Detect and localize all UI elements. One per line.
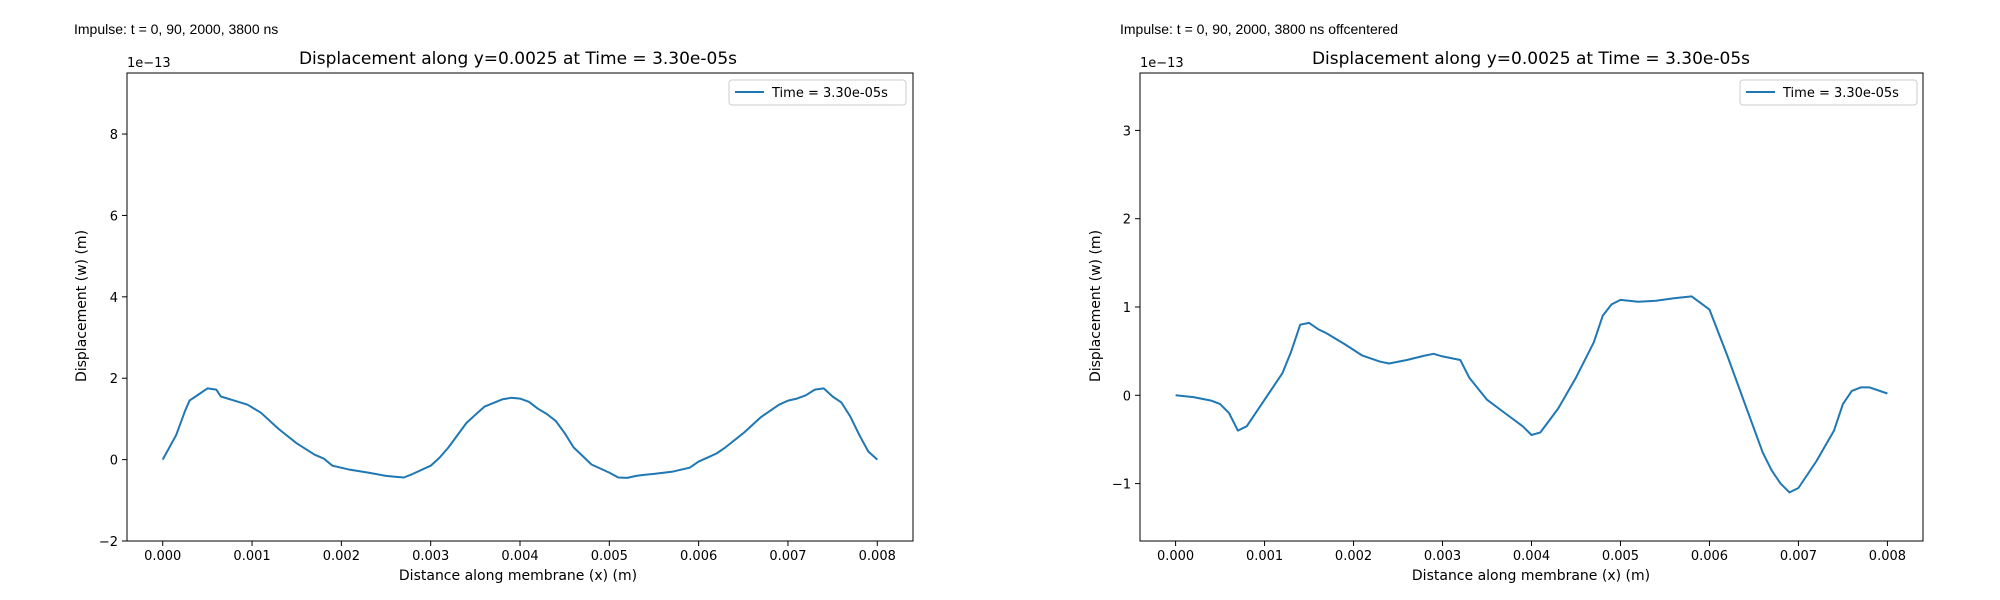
x-tick-label-left: 0.006	[680, 549, 717, 564]
offset-text-right: 1e−13	[1140, 56, 1184, 71]
x-tick-label-left: 0.001	[233, 549, 270, 564]
x-tick-label-right: 0.008	[1869, 549, 1906, 564]
y-tick-label-left: 4	[110, 291, 118, 306]
y-tick-label-right: 1	[1123, 301, 1131, 316]
y-tick-label-right: 0	[1123, 389, 1131, 404]
x-tick-label-left: 0.008	[859, 549, 896, 564]
offset-text-left: 1e−13	[127, 56, 171, 71]
data-line-left	[161, 387, 878, 479]
x-tick-label-right: 0.005	[1602, 549, 1639, 564]
legend-left: Time = 3.30e-05s	[728, 79, 907, 106]
x-tick-label-left: 0.005	[591, 549, 628, 564]
legend-right: Time = 3.30e-05s	[1739, 79, 1918, 106]
ticks-left: 0.000 0.001 0.002 0.003 0.004 0.005 0.006 0.007…	[99, 128, 896, 564]
plot-frame-right	[1139, 72, 1924, 542]
x-tick-label-right: 0.006	[1691, 549, 1728, 564]
x-tick-label-right: 0.000	[1157, 549, 1194, 564]
x-tick-label-left: 0.003	[412, 549, 449, 564]
legend-box-right	[1739, 79, 1918, 106]
x-tick-label-left: 0.007	[769, 549, 806, 564]
x-axis-label-left: Distance along membrane (x) (m)	[399, 568, 637, 584]
y-tick-label-right: 2	[1123, 213, 1131, 228]
x-tick-label-right: 0.007	[1780, 549, 1817, 564]
impulse-label-left: Impulse: t = 0, 90, 2000, 3800 ns	[74, 21, 278, 37]
x-tick-label-left: 0.004	[501, 549, 538, 564]
plot-left: Impulse: t = 0, 90, 2000, 3800 ns Displa…	[74, 21, 914, 584]
y-tick-label-left: −2	[99, 535, 118, 550]
ticks-right: 0.000 0.001 0.002 0.003 0.004 0.005 0.006 0.007…	[1112, 124, 1906, 564]
plot-right: Impulse: t = 0, 90, 2000, 3800 ns offcen…	[1088, 21, 1924, 584]
y-tick-label-left: 6	[110, 209, 118, 224]
x-tick-label-right: 0.003	[1424, 549, 1461, 564]
impulse-label-right: Impulse: t = 0, 90, 2000, 3800 ns offcen…	[1120, 21, 1398, 37]
x-tick-label-right: 0.004	[1513, 549, 1550, 564]
plot-frame-left	[126, 72, 914, 542]
legend-label-right: Time = 3.30e-05s	[1782, 86, 1899, 101]
legend-box-left	[728, 79, 907, 106]
x-tick-label-left: 0.000	[144, 549, 181, 564]
x-tick-label-left: 0.002	[323, 549, 360, 564]
chart-title-left: Displacement along y=0.0025 at Time = 3.…	[299, 49, 737, 69]
y-tick-label-left: 2	[110, 372, 118, 387]
y-tick-label-right: 3	[1123, 124, 1131, 139]
x-tick-label-right: 0.002	[1335, 549, 1372, 564]
x-tick-label-right: 0.001	[1246, 549, 1283, 564]
y-tick-label-left: 8	[110, 128, 118, 143]
chart-title-right: Displacement along y=0.0025 at Time = 3.…	[1312, 49, 1750, 69]
x-axis-label-right: Distance along membrane (x) (m)	[1412, 568, 1650, 584]
data-line-right	[1175, 295, 1888, 494]
y-tick-label-right: −1	[1112, 478, 1131, 493]
y-axis-label-right: Displacement (w) (m)	[1088, 230, 1104, 382]
y-axis-label-left: Displacement (w) (m)	[74, 230, 90, 382]
y-tick-label-left: 0	[110, 454, 118, 469]
legend-label-left: Time = 3.30e-05s	[771, 86, 888, 101]
